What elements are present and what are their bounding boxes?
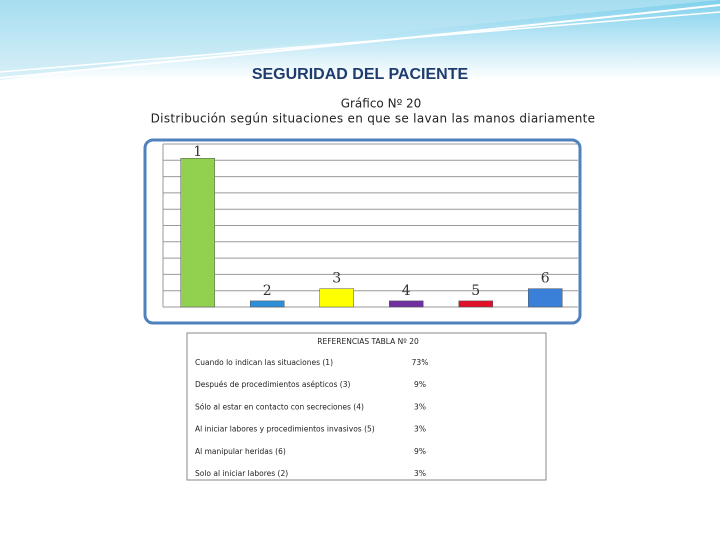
reference-label: Al manipular heridas (6)	[195, 447, 286, 456]
category-label: 2	[263, 283, 272, 299]
chart-title: Gráfico Nº 20	[341, 97, 422, 111]
wave-line	[0, 4, 720, 79]
reference-label: Cuando lo indican las situaciones (1)	[195, 358, 333, 367]
reference-percent: 73%	[412, 358, 429, 367]
chart-frame	[143, 138, 582, 325]
chart-subtitle: Distribución según situaciones en que se…	[151, 112, 596, 126]
category-label: 6	[541, 271, 550, 287]
reference-percent: 3%	[414, 469, 426, 478]
bar	[250, 300, 285, 308]
bar	[528, 288, 563, 308]
reference-label: Solo al iniciar labores (2)	[195, 469, 288, 478]
reference-percent: 3%	[414, 425, 426, 434]
bar	[458, 300, 493, 308]
bar	[319, 288, 354, 308]
category-label: 4	[402, 283, 411, 299]
category-label: 1	[193, 144, 202, 160]
wave-line	[0, 11, 720, 73]
reference-label: Al iniciar labores y procedimientos inva…	[195, 425, 375, 434]
slide-title: SEGURIDAD DEL PACIENTE	[252, 66, 469, 83]
reference-percent: 9%	[414, 447, 426, 456]
reference-table	[186, 332, 547, 481]
reference-label: Después de procedimientos asépticos (3)	[195, 380, 351, 389]
reference-percent: 3%	[414, 402, 426, 411]
reference-label: Sólo al estar en contacto con secrecione…	[195, 402, 364, 411]
category-label: 3	[332, 271, 341, 287]
reference-percent: 9%	[414, 380, 426, 389]
table-title: REFERENCIAS TABLA Nº 20	[317, 337, 419, 346]
bar	[389, 300, 424, 308]
bar	[180, 158, 215, 308]
wave	[0, 0, 720, 80]
category-label: 5	[471, 283, 480, 299]
